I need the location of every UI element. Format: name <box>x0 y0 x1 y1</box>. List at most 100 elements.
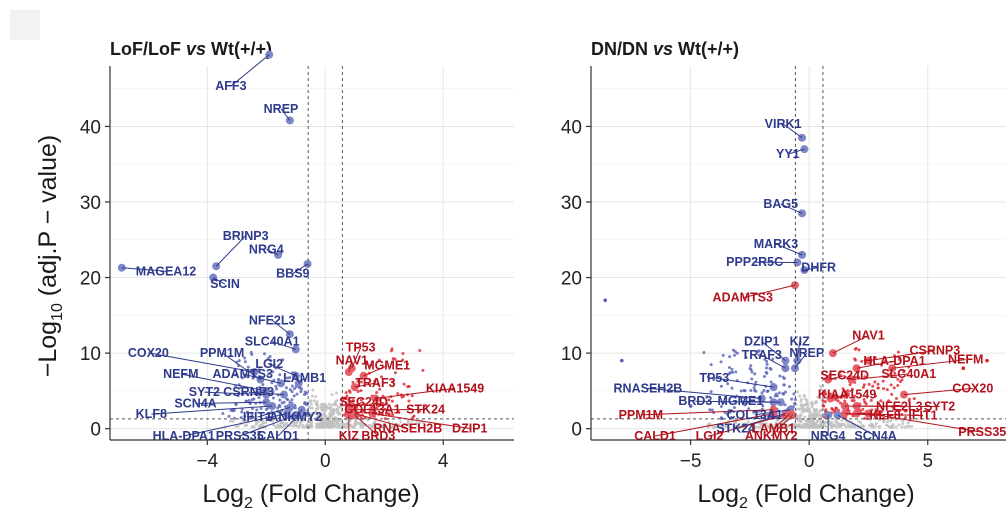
data-point <box>862 383 866 387</box>
gene-label-stk24: STK24 <box>406 403 445 417</box>
data-point <box>765 362 769 366</box>
data-point <box>236 424 240 428</box>
data-point <box>233 373 237 377</box>
data-point <box>896 350 900 354</box>
data-point <box>847 425 851 429</box>
data-point <box>243 414 247 418</box>
data-point <box>299 390 303 394</box>
data-point <box>836 399 840 403</box>
data-point <box>853 357 857 361</box>
data-point <box>231 420 235 424</box>
leader-line <box>787 148 805 155</box>
data-point <box>823 400 827 404</box>
data-point <box>271 370 275 374</box>
data-point <box>373 379 377 383</box>
data-point <box>305 423 309 427</box>
data-point <box>767 425 771 429</box>
data-point <box>822 421 826 425</box>
data-point <box>298 422 302 426</box>
data-point <box>706 375 710 379</box>
data-point <box>869 398 873 402</box>
panel-title-dn: DN/DN vs Wt(+/+) <box>591 39 739 59</box>
data-point <box>321 402 325 406</box>
data-point <box>756 349 760 353</box>
data-point <box>907 424 911 428</box>
data-point <box>311 388 315 392</box>
data-point <box>721 424 725 428</box>
data-point <box>732 423 736 427</box>
leader-line <box>709 414 786 437</box>
data-point <box>333 423 337 427</box>
data-point <box>261 422 265 426</box>
data-point <box>765 360 769 364</box>
gene-label-ppp2r5c: PPP2R5C <box>726 255 783 269</box>
data-point <box>377 358 381 362</box>
leader-line <box>868 350 935 362</box>
data-point <box>375 406 379 410</box>
data-point <box>819 408 823 412</box>
gene-label-ankmy2: ANKMY2 <box>745 429 798 443</box>
data-point <box>269 419 273 423</box>
data-point <box>891 425 895 429</box>
leader-line <box>794 352 808 369</box>
data-point <box>339 404 343 408</box>
data-point <box>317 423 321 427</box>
data-point <box>892 386 896 390</box>
data-point <box>295 419 299 423</box>
y-tick-label: 40 <box>561 117 582 138</box>
data-point <box>351 380 355 384</box>
leader-line <box>239 414 296 437</box>
data-point <box>251 376 255 380</box>
data-point <box>754 425 758 429</box>
gene-label-slc40a1: SLC40A1 <box>245 335 300 349</box>
data-point <box>314 425 318 429</box>
gene-label-ifit1: IFIT1 <box>908 409 937 423</box>
data-point <box>806 425 810 429</box>
data-point <box>881 379 885 383</box>
data-point <box>774 392 778 396</box>
data-point <box>257 419 261 423</box>
data-point <box>250 425 254 429</box>
data-point <box>824 424 828 428</box>
data-point <box>383 417 387 421</box>
data-point <box>286 397 290 401</box>
leader-line <box>248 391 285 396</box>
data-point <box>300 387 304 391</box>
data-point <box>862 398 866 402</box>
leader-line <box>121 267 167 272</box>
data-point <box>314 411 318 415</box>
data-point <box>347 389 351 393</box>
data-point <box>852 425 856 429</box>
y-tick-label: 10 <box>80 344 101 365</box>
data-point <box>343 396 347 400</box>
gene-label-ankmy2: ANKMY2 <box>269 410 322 424</box>
data-point <box>243 356 247 360</box>
leader-line <box>761 354 786 369</box>
data-point <box>359 398 363 402</box>
data-point <box>887 425 891 429</box>
data-point <box>292 421 296 425</box>
data-point <box>730 416 734 420</box>
leader-line <box>183 413 288 437</box>
data-point <box>798 394 802 398</box>
data-point <box>810 400 814 404</box>
y-axis-label: −Log10 (adj.P − value) <box>34 135 66 378</box>
data-point <box>314 422 318 426</box>
data-point <box>351 398 355 402</box>
gene-label-tp53: TP53 <box>346 341 376 355</box>
data-point <box>326 406 330 410</box>
gene-label-nfe2l3: NFE2L3 <box>249 313 296 327</box>
data-point <box>227 414 231 418</box>
data-point <box>267 372 271 376</box>
gene-label-rnaseh2b: RNASEH2B <box>614 381 683 395</box>
data-point <box>732 406 736 410</box>
data-point <box>354 420 358 424</box>
y-tick-label: 0 <box>90 420 101 441</box>
data-point <box>860 359 864 363</box>
data-point <box>714 425 718 429</box>
data-point <box>376 382 380 386</box>
gene-label-nrg4: NRG4 <box>811 429 846 443</box>
data-point <box>712 378 716 382</box>
data-point <box>793 398 797 402</box>
data-point <box>323 403 327 407</box>
